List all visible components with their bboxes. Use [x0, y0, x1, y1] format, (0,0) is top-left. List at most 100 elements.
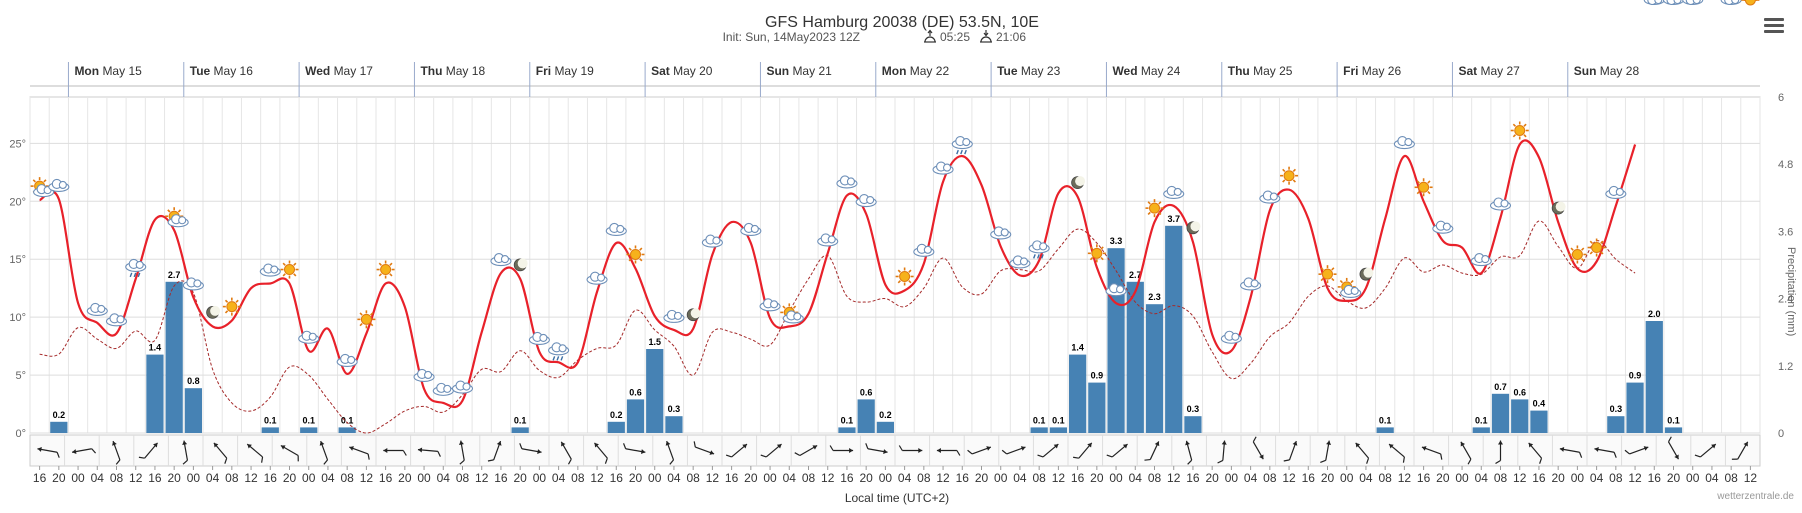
sun-cloud-icon	[30, 177, 55, 198]
cloud-icon	[1259, 190, 1281, 204]
wind-barb	[182, 440, 189, 465]
hour-label: 08	[1724, 471, 1738, 485]
hour-label: 00	[1109, 471, 1123, 485]
wind-barb	[280, 444, 299, 462]
hour-label: 16	[1532, 471, 1546, 485]
wind-barb	[519, 443, 542, 455]
hour-label: 04	[1590, 471, 1604, 485]
hour-label: 08	[1263, 471, 1277, 485]
wind-barb	[794, 444, 818, 457]
hour-label: 12	[129, 471, 143, 485]
hour-label: 12	[1744, 471, 1758, 485]
hour-label: 08	[571, 471, 585, 485]
precip-bar	[338, 427, 356, 433]
precip-bar	[1184, 416, 1202, 433]
precip-bar	[665, 416, 683, 433]
cloud-icon	[990, 226, 1012, 240]
hour-label: 04	[437, 471, 451, 485]
moon-icon	[1359, 267, 1374, 281]
precip-bar	[1645, 321, 1663, 433]
hour-label: 04	[783, 471, 797, 485]
temperature-lines	[39, 139, 1637, 434]
wind-barb	[1320, 440, 1332, 463]
hour-label: 00	[1571, 471, 1585, 485]
cloud-icon	[259, 263, 281, 277]
menu-button[interactable]	[1764, 18, 1784, 34]
rain-icon	[125, 258, 147, 278]
precip-bar	[1088, 382, 1106, 433]
precip-label: 0.6	[629, 387, 642, 397]
hour-label: 08	[1032, 471, 1046, 485]
rain-icon	[1028, 240, 1050, 259]
precip-bar	[1030, 427, 1048, 433]
precip-bar	[1107, 248, 1125, 433]
precip-label: 0.1	[264, 415, 277, 425]
precip-bar	[1472, 427, 1490, 433]
wind-barb	[1421, 446, 1443, 460]
precip-bar	[838, 427, 856, 433]
hour-label: 12	[244, 471, 258, 485]
hour-label: 04	[1359, 471, 1373, 485]
moon-icon	[513, 258, 528, 272]
precip-label: 0.1	[1052, 415, 1065, 425]
precip-bar	[876, 421, 894, 433]
hour-label: 08	[802, 471, 816, 485]
wind-barb	[1460, 441, 1472, 465]
wind-barb	[246, 443, 264, 463]
temp-tick-label: 5°	[15, 370, 26, 382]
wind-row	[29, 434, 1761, 467]
precip-label: 0.1	[1379, 415, 1392, 425]
hour-label: 00	[1225, 471, 1239, 485]
sun-icon	[1414, 178, 1433, 197]
hour-label: 20	[1205, 471, 1219, 485]
sunrise-icon	[924, 29, 936, 43]
day-label: Sun May 28	[1574, 64, 1640, 78]
hour-label: 00	[763, 471, 777, 485]
sun-icon	[626, 245, 645, 264]
precip-label: 0.1	[514, 415, 527, 425]
precip-label: 2.3	[1148, 292, 1161, 302]
sun-icon	[1741, 0, 1760, 6]
cloud-icon	[701, 234, 723, 248]
cloud-icon	[413, 368, 435, 383]
precip-bar	[646, 349, 664, 433]
hour-label: 12	[1282, 471, 1296, 485]
wind-barb	[138, 442, 158, 459]
precip-bar	[1049, 427, 1067, 433]
hour-label: 12	[936, 471, 950, 485]
cloud-icon	[605, 222, 627, 237]
cloud-icon	[1163, 185, 1185, 199]
precip-tick-label: 1.2	[1778, 361, 1793, 373]
precip-label: 3.3	[1110, 236, 1123, 246]
hour-label: 04	[1475, 471, 1489, 485]
hour-label: 04	[206, 471, 220, 485]
sun-icon	[1087, 244, 1106, 263]
precip-label: 0.7	[1494, 382, 1507, 392]
precip-label: 0.3	[1610, 404, 1623, 414]
cloud-icon	[932, 161, 954, 175]
wind-barb	[1106, 443, 1128, 458]
cloud-icon	[528, 331, 550, 345]
init-time: Init: Sun, 14May2023 12Z	[723, 30, 860, 44]
moon-icon	[1551, 201, 1566, 215]
hour-label: 08	[1378, 471, 1392, 485]
sun-icon	[280, 260, 299, 279]
hour-label: 20	[167, 471, 181, 485]
hour-label: 20	[1321, 471, 1335, 485]
hour-label: 00	[648, 471, 662, 485]
precip-bar	[1607, 416, 1625, 433]
precip-label: 0.9	[1091, 371, 1104, 381]
day-header: Mon May 15 Tue May 16 Wed May 17 Thu May 18…	[30, 62, 1760, 97]
wind-barb	[487, 440, 502, 462]
precip-bar	[607, 421, 625, 433]
precip-bar	[1511, 399, 1529, 433]
temperature-line	[39, 139, 1637, 409]
wind-barb	[725, 443, 748, 458]
cloud-icon	[740, 222, 762, 237]
precip-tick-label: 4.8	[1778, 159, 1793, 171]
hour-label: 12	[821, 471, 835, 485]
hour-label: 20	[1551, 471, 1565, 485]
cloud-icon	[182, 277, 204, 291]
hour-label: 20	[283, 471, 297, 485]
